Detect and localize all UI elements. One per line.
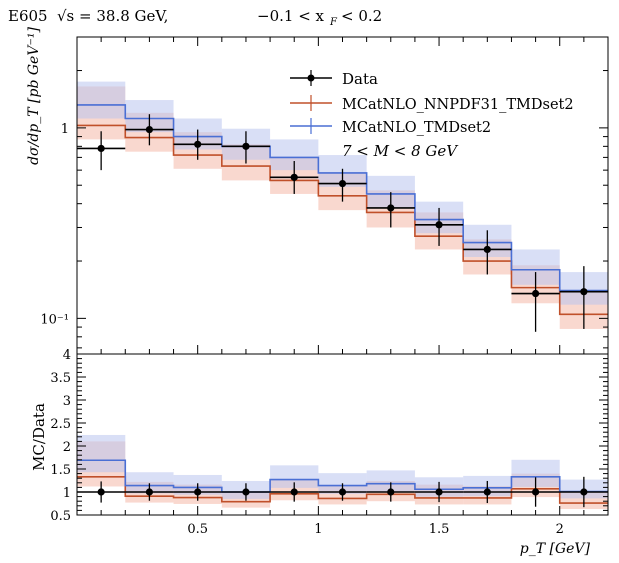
band-tmd-bin-1 <box>125 472 174 494</box>
data-point-2 <box>194 488 202 496</box>
ratio-xtick-label: 0.5 <box>187 522 208 537</box>
data-point-0 <box>97 144 105 153</box>
title-experiment: E605 <box>8 7 48 25</box>
legend-entry-data: Data <box>290 70 378 88</box>
title-xf-tail: < 0.2 <box>341 7 382 25</box>
data-point-7 <box>435 221 443 229</box>
legend: Data MCatNLO_NNPDF31_TMDset2 MCatNLO_TMD… <box>290 70 574 160</box>
ratio-ytick-label: 3.5 <box>50 371 71 386</box>
axes: 1 10⁻¹ 0.5 1 1.5 2 2.5 3 3.5 4 0.5 1 1.5 2 <box>40 36 608 537</box>
legend-label-nnpdf: MCatNLO_NNPDF31_TMDset2 <box>342 97 574 113</box>
data-point-4 <box>290 173 298 181</box>
legend-entry-tmd: MCatNLO_TMDset2 <box>290 118 491 136</box>
ratio-panel <box>77 434 608 510</box>
data-point-7 <box>435 488 443 496</box>
data-point-8 <box>483 245 491 254</box>
data-point-4 <box>290 488 298 496</box>
data-point-9 <box>531 289 540 298</box>
legend-label-data: Data <box>342 70 378 88</box>
data-point-6 <box>387 488 395 496</box>
ratio-ytick-label: 4 <box>63 348 71 363</box>
ratio-ytick-label: 0.5 <box>50 509 71 524</box>
title-xf-range: −0.1 < x <box>257 7 325 25</box>
main-panel <box>77 81 608 332</box>
data-point-5 <box>338 179 347 188</box>
data-point-9 <box>531 488 540 496</box>
title-xf-sub: F <box>329 17 338 28</box>
data-point-5 <box>338 488 347 496</box>
data-point-8 <box>483 488 491 496</box>
legend-label-tmd: MCatNLO_TMDset2 <box>342 120 491 136</box>
ratio-ytick-label: 2 <box>63 440 71 455</box>
ratio-xtick-label: 2 <box>556 522 564 537</box>
ratio-ytick-label: 1.5 <box>50 463 71 478</box>
legend-mass-note: 7 < M < 8 GeV <box>342 142 459 160</box>
ratio-xtick-label: 1 <box>314 522 322 537</box>
band-tmd-bin-6 <box>366 470 415 492</box>
data-point-3 <box>242 142 250 150</box>
main-ytick-label: 1 <box>61 122 69 137</box>
data-point-1 <box>145 488 154 496</box>
data-point-1 <box>145 125 154 134</box>
ratio-ytick-label: 3 <box>63 394 71 409</box>
ratio-ylabel: MC/Data <box>30 403 48 471</box>
band-tmd-bin-0 <box>77 434 126 473</box>
band-tmd-bin-0 <box>77 81 126 119</box>
ratio-xlabel: p_T [GeV] <box>520 541 591 557</box>
ratio-ytick-label: 2.5 <box>50 417 71 432</box>
title-sqrt-s: √s = 38.8 GeV, <box>57 7 168 25</box>
ratio-ytick-label: 1 <box>63 486 71 501</box>
data-point-10 <box>580 488 588 496</box>
data-point-6 <box>387 204 395 212</box>
data-point-2 <box>194 140 202 148</box>
main-ytick-label: 10⁻¹ <box>40 312 69 327</box>
main-ylabel: dσ/dp_T [pb GeV⁻¹] <box>26 27 42 165</box>
legend-entry-nnpdf: MCatNLO_NNPDF31_TMDset2 <box>290 95 574 113</box>
data-point-0 <box>97 488 105 496</box>
ratio-xtick-label: 1.5 <box>429 522 450 537</box>
data-point-3 <box>242 488 250 496</box>
data-point-10 <box>580 288 588 296</box>
band-tmd-bin-4 <box>270 465 319 488</box>
